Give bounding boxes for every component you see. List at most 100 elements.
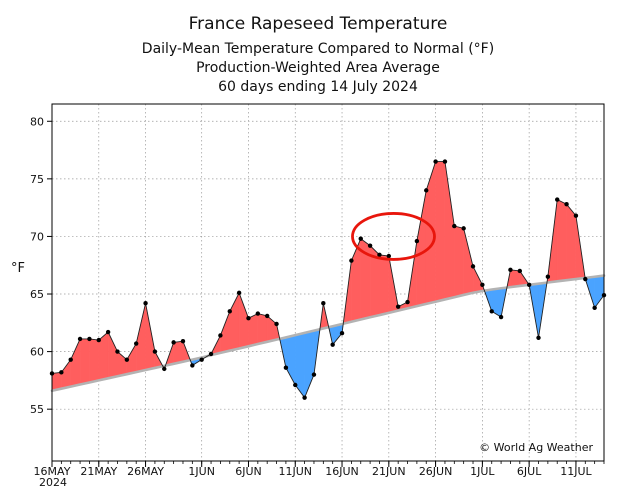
y-tick-label: 75 — [30, 173, 44, 186]
anomaly-segment — [304, 330, 315, 398]
anomaly-segment — [89, 338, 99, 383]
y-axis: 55 60 65 70 75 80 — [30, 115, 52, 416]
temperature-point — [96, 337, 101, 343]
x-tick-label: 21MAY — [80, 465, 117, 478]
temperature-point — [414, 238, 420, 244]
anomaly-segment — [70, 338, 81, 387]
y-tick-label: 60 — [30, 346, 44, 359]
x-tick-label: 11JUL — [560, 465, 592, 478]
temperature-point — [171, 340, 176, 345]
anomaly-segment — [379, 254, 390, 316]
temperature-point — [321, 301, 326, 306]
anomaly-segment — [145, 303, 156, 371]
anomaly-segment — [238, 292, 249, 349]
temperature-point — [77, 336, 83, 342]
temperature-point — [555, 197, 560, 202]
anomaly-segment — [351, 238, 361, 323]
temperature-point — [339, 330, 345, 336]
temperature-point — [573, 213, 579, 218]
temperature-point — [180, 339, 186, 344]
x-tick-label: 26MAY — [127, 465, 164, 478]
x-tick-label: 16JUN — [325, 465, 359, 478]
y-tick-label: 80 — [30, 115, 44, 128]
anomaly-segment — [285, 334, 296, 386]
temperature-point — [536, 335, 541, 340]
temperature-point — [293, 382, 298, 388]
temperature-point — [358, 236, 363, 241]
temperature-point — [592, 305, 597, 311]
temperature-point — [526, 282, 532, 288]
temperature-point — [162, 366, 167, 372]
anomaly-segment — [107, 331, 118, 379]
temperature-point — [59, 370, 64, 375]
temperature-point — [377, 252, 382, 258]
normal-line-group — [50, 274, 606, 393]
temperature-point — [395, 304, 401, 309]
temperature-point — [367, 243, 373, 248]
temperature-point — [508, 267, 513, 273]
annotations — [351, 212, 436, 261]
temperature-point — [274, 321, 279, 327]
temperature-point — [246, 316, 251, 321]
anomaly-segment — [557, 199, 567, 282]
temperature-point — [498, 314, 504, 320]
normal-line — [50, 274, 606, 393]
anomaly-segment — [173, 341, 184, 365]
temperature-point — [134, 341, 139, 346]
temperature-point — [208, 351, 214, 357]
x-tick-label: 26JUN — [419, 465, 453, 478]
anomaly-segment — [435, 161, 446, 302]
temperature-point — [442, 159, 448, 164]
temperature-point — [386, 253, 392, 259]
temperature-point — [105, 329, 111, 335]
temperature-point — [283, 365, 289, 370]
temperature-point — [68, 357, 73, 362]
temperature-point — [405, 299, 410, 305]
anomaly-segment — [416, 190, 427, 307]
temperature-point — [330, 342, 335, 347]
temperature-point — [452, 223, 457, 229]
temperature-point — [255, 311, 261, 316]
anomaly-segment — [295, 332, 305, 399]
temperature-point — [152, 349, 158, 354]
temperature-point — [470, 264, 476, 269]
x-tick-label: 21JUN — [372, 465, 406, 478]
anomaly-segment — [257, 313, 268, 345]
highlight-ellipse — [351, 212, 436, 261]
temperature-point — [302, 395, 307, 400]
temperature-point — [115, 349, 120, 354]
x-axis-year-label: 2024 — [39, 476, 67, 489]
chart-title: France Rapeseed Temperature — [189, 14, 448, 34]
y-tick-label: 70 — [30, 230, 44, 243]
plot-frame — [51, 103, 605, 462]
temperature-point — [199, 357, 204, 362]
temperature-point — [545, 274, 551, 279]
temperature-point — [489, 309, 494, 314]
temperature-point — [424, 188, 429, 193]
anomaly-fills — [51, 161, 605, 399]
copyright-label: © World Ag Weather — [479, 441, 593, 454]
y-tick-label: 55 — [30, 403, 44, 416]
anomaly-segment — [472, 266, 483, 293]
temperature-point — [433, 159, 438, 164]
temperature-point — [218, 333, 223, 338]
chart-subtitle-2: Production-Weighted Area Average — [196, 60, 440, 76]
temperature-point — [480, 282, 485, 288]
temperature-point — [143, 301, 148, 306]
x-tick-label: 1JUN — [188, 465, 215, 478]
x-tick-label: 1JUL — [470, 465, 495, 478]
temperature-point — [227, 309, 232, 314]
x-tick-label: 11JUN — [278, 465, 312, 478]
x-tick-label: 6JUL — [517, 465, 542, 478]
temperature-point — [236, 290, 242, 296]
temperature-point — [87, 336, 92, 342]
y-tick-label: 65 — [30, 288, 44, 301]
temperature-point — [349, 258, 354, 263]
anomaly-segment — [61, 359, 71, 389]
y-axis-label: °F — [11, 261, 25, 276]
x-tick-label: 16MAY — [34, 465, 71, 478]
temperature-point — [583, 276, 588, 282]
anomaly-segment — [79, 338, 90, 385]
temperature-markers — [49, 159, 607, 400]
